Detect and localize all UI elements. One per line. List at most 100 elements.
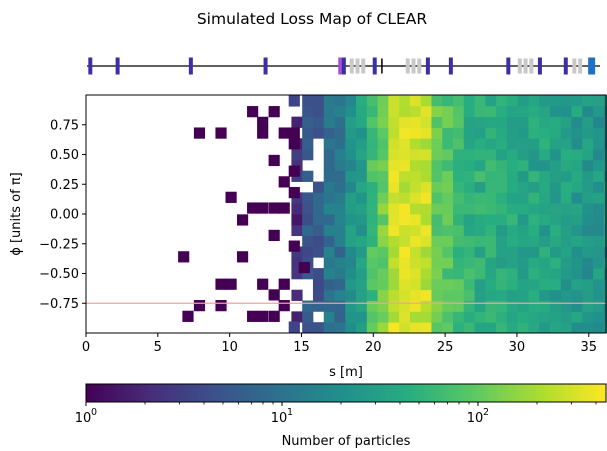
heatmap-cell: [399, 214, 411, 226]
heatmap-cell: [485, 235, 497, 247]
heatmap-cell: [302, 116, 314, 128]
heatmap-cell: [496, 278, 508, 291]
heatmap-cell: [506, 203, 519, 215]
heatmap-cell: [312, 127, 325, 139]
heatmap-cell: [345, 257, 357, 269]
heatmap-cell: [345, 246, 357, 258]
heatmap-cell: [474, 246, 486, 258]
heatmap-cell: [496, 149, 508, 161]
colorbar-tick-label: 10: [75, 411, 92, 426]
beamline-element-quadrupole: [355, 58, 360, 74]
colorbar-label: Number of particles: [282, 434, 411, 449]
heatmap-cell: [528, 192, 540, 204]
heatmap-cell: [345, 235, 357, 247]
heatmap-cell: [593, 311, 605, 323]
heatmap-cell: [603, 203, 607, 215]
heatmap-cell: [334, 246, 346, 258]
heatmap-cell: [506, 224, 519, 237]
heatmap-cell: [453, 257, 465, 269]
x-tick-label: 5: [154, 340, 162, 355]
heatmap-cell: [399, 138, 411, 150]
heatmap-cell: [453, 214, 465, 226]
heatmap-cell: [399, 116, 411, 128]
heatmap-cell: [366, 224, 379, 237]
heatmap-cell: [334, 203, 346, 215]
heatmap-cell: [420, 138, 432, 150]
beamline-element-dipole: [88, 57, 93, 75]
heatmap-cell: [463, 203, 475, 215]
heatmap-cell: [582, 192, 594, 204]
heatmap-cell: [453, 311, 465, 323]
heatmap-cell: [291, 311, 303, 323]
heatmap-cell: [582, 149, 594, 161]
heatmap-cell: [377, 181, 389, 193]
heatmap-cell: [334, 289, 346, 301]
heatmap-cell: [431, 246, 443, 258]
heatmap-cell: [528, 127, 540, 139]
heatmap-cell: [291, 289, 303, 301]
beamline-element-quadrupole: [523, 58, 528, 74]
beamline-element-dipole: [115, 57, 120, 75]
heatmap-cell-sparse: [193, 300, 206, 312]
heatmap-cell: [356, 116, 368, 128]
heatmap-cell: [593, 224, 605, 237]
heatmap-cell: [549, 192, 562, 204]
heatmap-cell: [312, 268, 325, 280]
heatmap-cell: [345, 192, 357, 204]
heatmap-cell: [517, 149, 529, 161]
heatmap-cell: [291, 224, 303, 237]
heatmap-cell: [420, 127, 432, 139]
heatmap-cell: [453, 289, 465, 301]
heatmap-cell: [506, 268, 519, 280]
heatmap-cell: [539, 105, 551, 118]
heatmap-cell: [474, 235, 486, 247]
heatmap-cell: [549, 300, 562, 312]
heatmap-cell-sparse: [182, 310, 194, 322]
heatmap-cell: [334, 149, 346, 161]
heatmap-cell: [506, 138, 519, 150]
heatmap-cell-sparse: [288, 186, 300, 199]
heatmap-cell: [409, 149, 422, 161]
heatmap-cell: [517, 192, 529, 204]
heatmap-cell: [528, 322, 540, 334]
heatmap-cell: [474, 289, 486, 301]
heatmap-cell: [334, 278, 346, 291]
heatmap-cell: [431, 300, 443, 312]
heatmap-cell: [593, 278, 605, 291]
beamline-element-quadrupole: [517, 58, 522, 74]
heatmap-cell: [593, 116, 605, 128]
heatmap-cell: [453, 246, 465, 258]
heatmap-cell: [356, 105, 368, 118]
heatmap-cell: [388, 257, 400, 269]
heatmap-cell: [409, 116, 422, 128]
heatmap-cell: [560, 235, 572, 247]
heatmap-cell: [539, 181, 551, 193]
heatmap-cell: [323, 257, 335, 269]
heatmap-cell: [334, 127, 346, 139]
heatmap-cell: [528, 278, 540, 291]
heatmap-cell: [409, 192, 422, 204]
heatmap-cell: [571, 311, 583, 323]
heatmap-cell: [420, 311, 432, 323]
heatmap-cell: [517, 170, 529, 182]
heatmap-cell: [431, 289, 443, 301]
heatmap-cell: [323, 235, 335, 247]
heatmap-cell: [603, 214, 607, 226]
heatmap-cell: [539, 127, 551, 139]
heatmap-cell: [474, 268, 486, 280]
heatmap-cell: [420, 322, 432, 334]
heatmap-cell: [302, 214, 314, 226]
heatmap-cell: [334, 268, 346, 280]
heatmap-cell: [506, 311, 519, 323]
heatmap-cell: [560, 192, 572, 204]
heatmap-cell: [377, 311, 389, 323]
heatmap-cell: [517, 322, 529, 334]
heatmap-cell: [463, 170, 475, 182]
heatmap-cell-sparse: [178, 251, 190, 263]
heatmap-cell: [323, 192, 335, 204]
y-tick-label: 0.25: [50, 178, 79, 193]
heatmap-cell: [377, 105, 389, 118]
heatmap-cell: [377, 257, 389, 269]
heatmap-cell: [463, 224, 475, 237]
heatmap-cell: [603, 257, 607, 269]
